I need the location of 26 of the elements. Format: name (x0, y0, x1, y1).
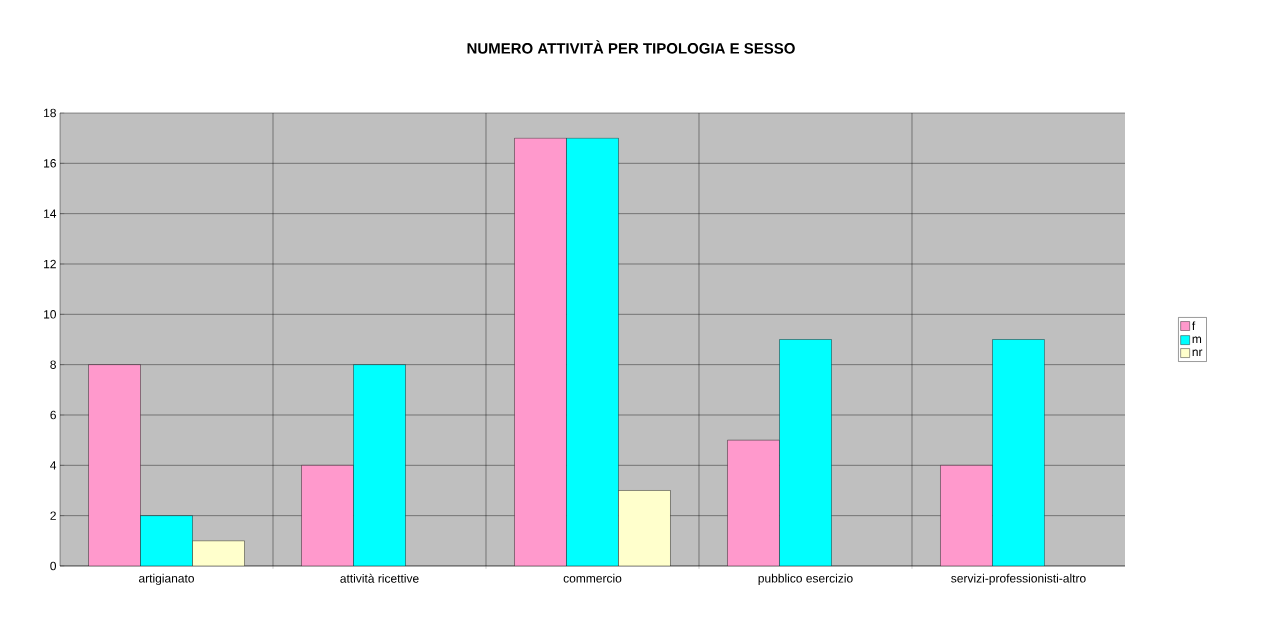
y-tick-label: 12 (44, 259, 56, 269)
y-tick-label: 18 (44, 108, 56, 118)
bar (514, 137, 567, 566)
bar (940, 465, 993, 566)
y-tick-label: 2 (50, 511, 56, 520)
y-tick-label: 4 (50, 461, 57, 470)
bar (192, 540, 245, 566)
y-tick-label: 10 (44, 310, 57, 319)
chart-title: NUMERO ATTIVITÀ PER TIPOLOGIA E SESSO (467, 40, 795, 54)
y-tick-label: 6 (50, 410, 56, 420)
y-tick-label: 0 (50, 561, 57, 571)
x-tick-label: artigianato (138, 573, 195, 585)
x-tick-label: servizi-professionisti-altro (951, 573, 1086, 585)
y-tick-label: 14 (44, 209, 57, 218)
legend-label: f (1192, 321, 1196, 331)
bar (618, 490, 671, 566)
legend-label: m (1192, 336, 1202, 344)
x-tick-label: attività ricettive (340, 573, 419, 583)
bar (88, 364, 141, 566)
x-tick-label: pubblico esercizio (758, 573, 853, 585)
y-tick-label: 16 (44, 159, 56, 168)
legend-label: nr (1192, 349, 1203, 357)
y-tick-label: 8 (50, 360, 56, 369)
bar (727, 439, 780, 566)
bar (301, 465, 354, 566)
x-tick-label: commercio (563, 573, 622, 583)
